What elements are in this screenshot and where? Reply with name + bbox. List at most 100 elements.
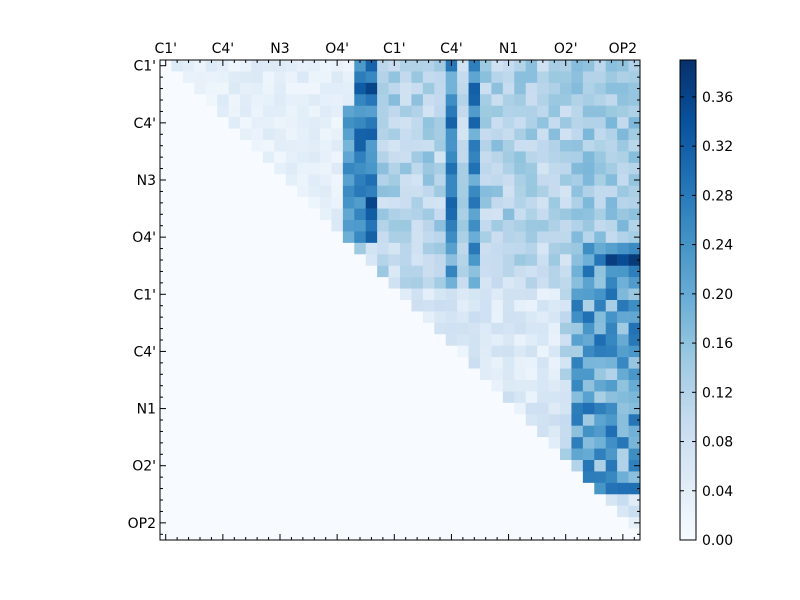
heatmap-cell [525,368,538,381]
heatmap-cell [491,402,504,415]
heatmap-cell [205,71,218,84]
heatmap-cell [274,265,287,278]
heatmap-cell [571,105,584,118]
heatmap-cell [525,391,538,404]
heatmap-cell [262,105,275,118]
heatmap-cell [525,117,538,129]
heatmap-cell [468,448,481,461]
heatmap-cell [582,391,595,404]
heatmap-cell [160,357,172,369]
heatmap-cell [274,197,287,209]
heatmap-cell [377,517,389,529]
heatmap-cell [171,208,184,221]
heatmap-cell [251,460,264,472]
heatmap-cell [628,334,641,347]
heatmap-cell [388,220,401,232]
heatmap-cell [194,254,207,267]
heatmap-cell [262,94,275,107]
heatmap-cell [171,460,184,472]
heatmap-cell [205,437,218,449]
heatmap-cell [525,140,538,152]
heatmap-cell [525,402,538,415]
heatmap-cell [445,174,458,187]
heatmap-cell [594,402,607,415]
heatmap-cell [388,105,401,118]
heatmap-cell [560,208,572,221]
heatmap-cell [217,448,229,461]
heatmap-cell [411,494,424,507]
heatmap-cell [514,105,527,118]
heatmap-cell [525,448,538,461]
heatmap-cell [342,220,355,232]
heatmap-cell [285,162,298,175]
heatmap-cell [160,162,172,175]
heatmap-cell [457,482,469,495]
heatmap-cell [320,60,332,72]
heatmap-cell [365,437,378,449]
heatmap-cell [582,528,595,541]
heatmap-cell [205,220,218,232]
x-tick-label: C4' [212,41,235,57]
heatmap-cell [388,185,401,198]
heatmap-cell [331,414,344,427]
heatmap-cell [171,414,184,427]
heatmap-cell [297,311,309,324]
heatmap-cell [594,300,607,312]
heatmap-cell [388,437,401,449]
heatmap-cell [560,345,572,358]
heatmap-cell [240,517,252,529]
heatmap-cell [388,242,401,255]
heatmap-cell [480,254,492,267]
heatmap-cell [548,311,561,324]
heatmap-cell [274,448,287,461]
heatmap-cell [285,231,298,244]
heatmap-cell [354,254,367,267]
heatmap-cell [217,460,229,472]
heatmap-cell [560,505,572,518]
heatmap-cell [377,357,389,369]
heatmap-cell [525,471,538,484]
heatmap-cell [480,425,492,438]
heatmap-cell [182,265,195,278]
heatmap-cell [502,174,515,187]
heatmap-cell [171,300,184,312]
heatmap-cell [480,197,492,209]
heatmap-cell [400,94,412,107]
heatmap-cell [617,414,629,427]
heatmap-cell [182,311,195,324]
heatmap-cell [491,425,504,438]
heatmap-cell [320,174,332,187]
heatmap-cell [320,254,332,267]
heatmap-cell [354,345,367,358]
heatmap-cell [354,140,367,152]
heatmap-cell [331,174,344,187]
heatmap-cell [594,254,607,267]
heatmap-cell [342,505,355,518]
heatmap-cell [400,254,412,267]
heatmap-cell [320,528,332,541]
heatmap-cell [491,197,504,209]
heatmap-cell [548,482,561,495]
heatmap-cell [205,208,218,221]
heatmap-cell [171,391,184,404]
x-tick-label: C4' [440,41,463,57]
heatmap-cell [617,208,629,221]
heatmap-cell [342,288,355,301]
heatmap-cell [274,117,287,129]
heatmap-cell [617,345,629,358]
heatmap-cell [445,368,458,381]
heatmap-cell [628,220,641,232]
heatmap-cell [457,277,469,289]
heatmap-cell [377,414,389,427]
heatmap-cell [331,117,344,129]
heatmap-cell [308,357,321,369]
heatmap-cell [525,322,538,335]
heatmap-cell [251,368,264,381]
heatmap-cell [617,368,629,381]
heatmap-cell [537,300,549,312]
heatmap-cell [228,185,241,198]
heatmap-cell [411,345,424,358]
heatmap-cell [285,277,298,289]
heatmap-cell [491,505,504,518]
heatmap-cell [571,322,584,335]
